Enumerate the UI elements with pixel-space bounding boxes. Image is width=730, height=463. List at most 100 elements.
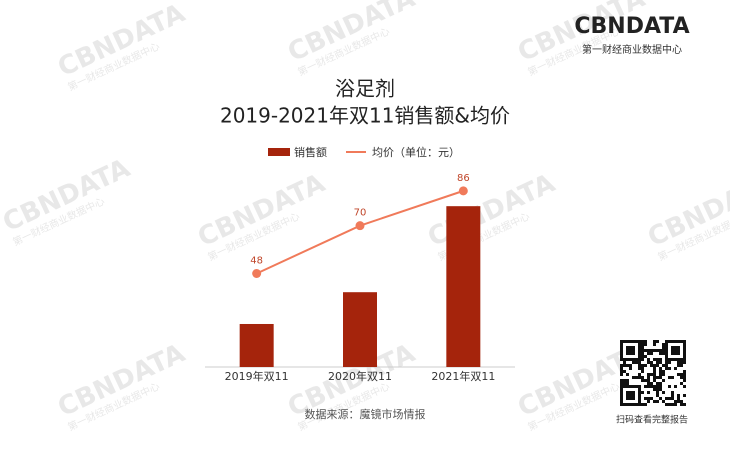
qr-cell xyxy=(677,352,680,355)
qr-cell xyxy=(683,349,686,352)
qr-cell xyxy=(635,361,638,364)
qr-cell xyxy=(623,340,626,343)
qr-cell xyxy=(680,361,683,364)
qr-cell xyxy=(653,367,656,370)
qr-cell xyxy=(638,364,641,367)
point xyxy=(458,186,468,196)
qr-cell xyxy=(641,376,644,379)
qr-cell xyxy=(641,343,644,346)
qr-cell xyxy=(626,340,629,343)
qr-cell xyxy=(662,349,665,352)
qr-cell xyxy=(626,352,629,355)
qr-cell xyxy=(626,364,629,367)
qr-cell xyxy=(620,391,623,394)
qr-cell xyxy=(644,364,647,367)
qr-cell xyxy=(650,385,653,388)
qr-cell xyxy=(635,376,638,379)
point xyxy=(355,221,365,231)
qr-cell xyxy=(653,385,656,388)
qr-cell xyxy=(635,340,638,343)
qr-cell xyxy=(659,373,662,376)
qr-cell xyxy=(623,364,626,367)
qr-cell xyxy=(635,403,638,406)
qr-cell xyxy=(620,346,623,349)
qr-cell xyxy=(671,349,674,352)
qr-cell xyxy=(626,358,629,361)
qr-cell xyxy=(653,364,656,367)
qr-cell xyxy=(677,358,680,361)
qr-cell xyxy=(683,346,686,349)
qr-cell xyxy=(620,379,623,382)
qr-cell xyxy=(620,364,623,367)
qr-cell xyxy=(656,385,659,388)
qr-cell xyxy=(668,367,671,370)
qr-cell xyxy=(656,388,659,391)
qr-cell xyxy=(638,394,641,397)
qr-cell xyxy=(647,358,650,361)
qr-cell xyxy=(656,391,659,394)
qr-cell xyxy=(644,385,647,388)
qr-cell xyxy=(629,352,632,355)
qr-cell xyxy=(638,397,641,400)
qr-cell xyxy=(626,385,629,388)
qr-cell xyxy=(638,391,641,394)
qr-cell xyxy=(647,382,650,385)
qr-cell xyxy=(659,349,662,352)
qr-cell xyxy=(641,403,644,406)
qr-cell xyxy=(647,373,650,376)
qr-cell xyxy=(629,391,632,394)
qr-cell xyxy=(641,364,644,367)
qr-cell xyxy=(641,340,644,343)
qr-cell xyxy=(668,376,671,379)
qr-cell xyxy=(674,340,677,343)
qr-cell xyxy=(653,373,656,376)
qr-cell xyxy=(659,382,662,385)
qr-cell xyxy=(668,358,671,361)
qr-cell xyxy=(662,400,665,403)
watermark: CBNDATA xyxy=(53,338,189,423)
legend-swatch xyxy=(268,148,290,156)
qr-cell xyxy=(641,346,644,349)
qr-cell xyxy=(665,358,668,361)
qr-cell xyxy=(653,379,656,382)
qr-cell xyxy=(677,346,680,349)
qr-cell xyxy=(620,403,623,406)
qr-cell xyxy=(641,358,644,361)
qr-cell xyxy=(638,340,641,343)
watermark: CBNDATA xyxy=(0,153,135,238)
qr-cell xyxy=(659,385,662,388)
qr-cell xyxy=(623,385,626,388)
qr-cell xyxy=(620,340,623,343)
qr-cell xyxy=(665,397,668,400)
qr-cell xyxy=(656,376,659,379)
qr-cell xyxy=(671,358,674,361)
qr-cell xyxy=(656,394,659,397)
qr-cell xyxy=(656,358,659,361)
qr-cell xyxy=(653,349,656,352)
qr-cell xyxy=(629,358,632,361)
qr-cell xyxy=(620,400,623,403)
qr-cell xyxy=(680,382,683,385)
qr-cell xyxy=(677,361,680,364)
qr-cell xyxy=(683,358,686,361)
source: 数据来源：魔镜市场情报 xyxy=(305,407,426,421)
qr-cell xyxy=(626,382,629,385)
qr-cell xyxy=(641,355,644,358)
qr-cell xyxy=(638,400,641,403)
qr-cell xyxy=(623,370,626,373)
qr-cell xyxy=(647,352,650,355)
qr-cell xyxy=(632,376,635,379)
qr-cell xyxy=(671,394,674,397)
qr-cell xyxy=(638,388,641,391)
x-tick-label: 2021年双11 xyxy=(431,369,495,383)
qr-cell xyxy=(626,349,629,352)
qr-cell xyxy=(653,358,656,361)
qr-cell xyxy=(683,403,686,406)
chart-subtitle: 2019-2021年双11销售额&均价 xyxy=(220,104,510,128)
qr-cell xyxy=(671,403,674,406)
qr-cell xyxy=(680,373,683,376)
qr-cell xyxy=(650,373,653,376)
qr-cell xyxy=(659,367,662,370)
qr-cell xyxy=(644,343,647,346)
qr-cell xyxy=(620,394,623,397)
